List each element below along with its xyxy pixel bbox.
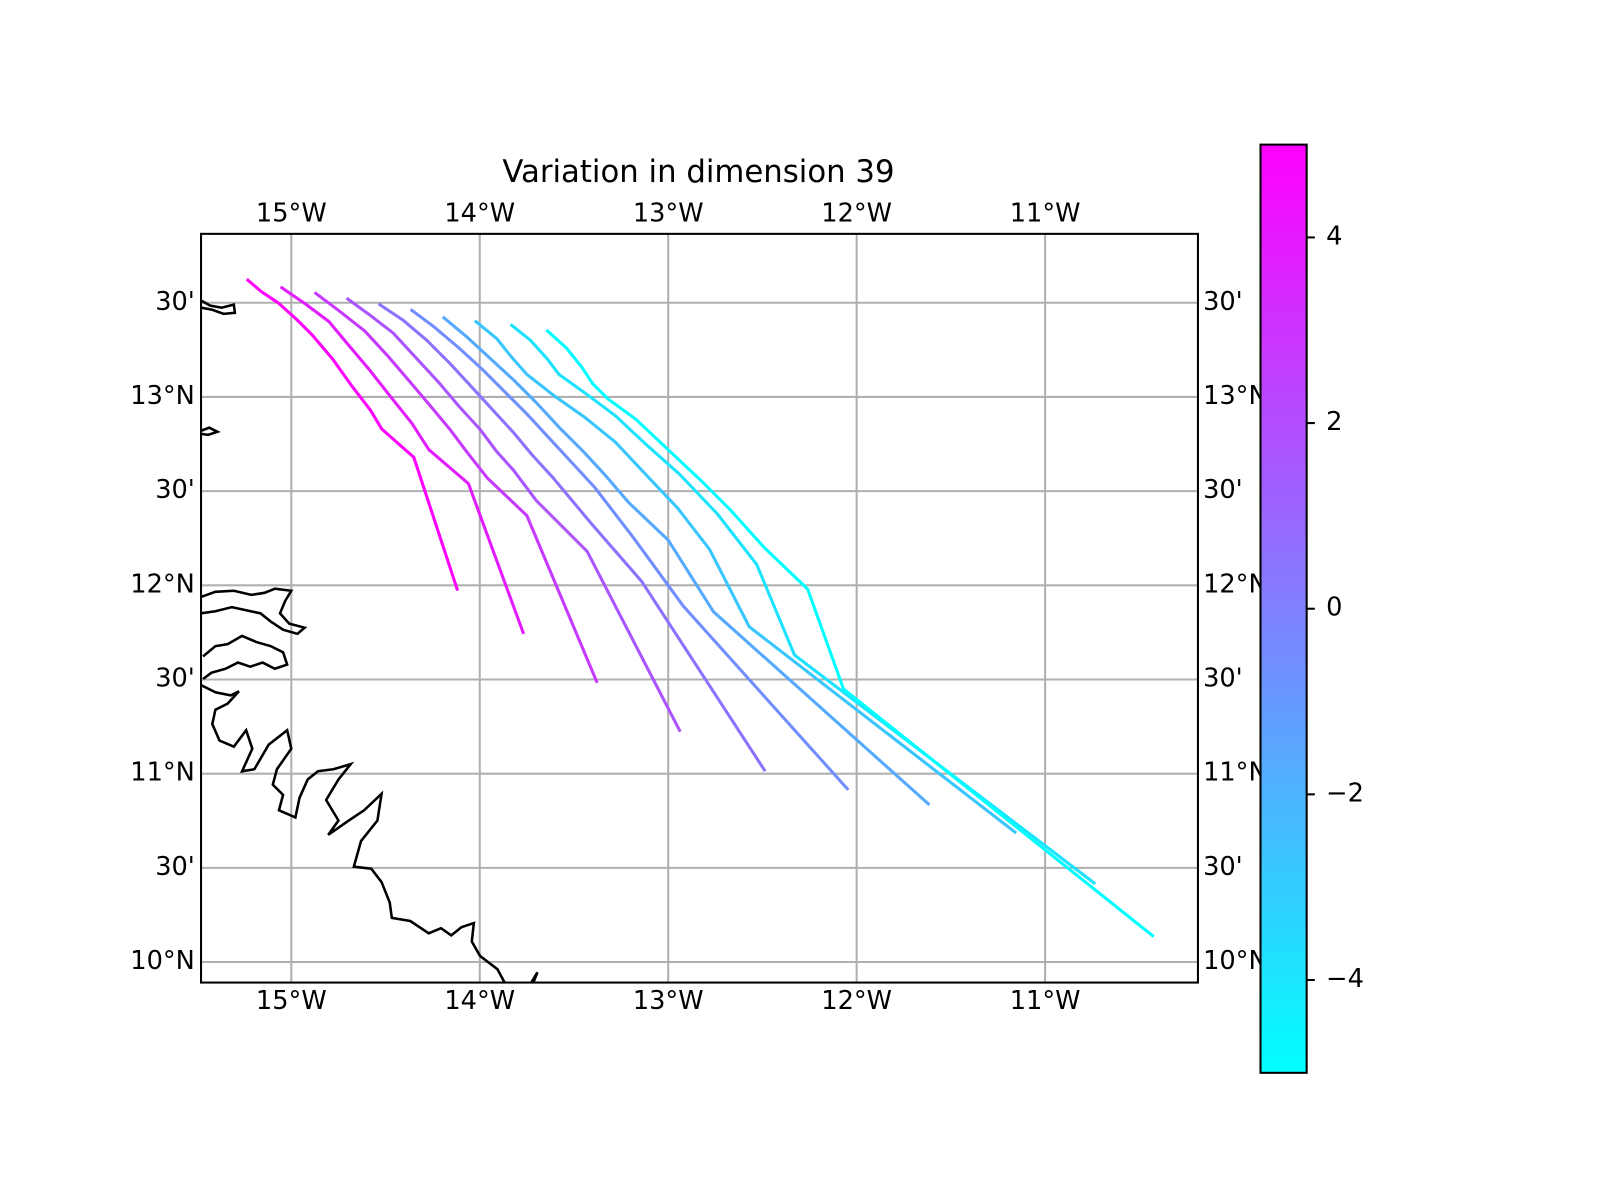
chart-title: Variation in dimension 39 [502,154,894,190]
coast-piece [201,683,506,983]
y-tick-label: 30' [155,663,195,693]
y-tick-label: 11°N [1203,758,1268,788]
y-tick-label: 12°N [1203,569,1268,599]
track-layer [245,278,1155,938]
track [545,328,1155,938]
track [441,315,931,806]
y-tick-label: 12°N [130,569,195,599]
x-tick-label: 15°W [256,986,327,1016]
colorbar-ticks: −4 −2 0 2 4 [1306,221,1364,994]
y-tick-label: 30' [155,475,195,505]
y-tick-label: 13°N [1203,381,1268,411]
track [245,278,460,592]
colorbar-tick-label: 0 [1326,593,1342,623]
map-frame [200,232,1199,984]
x-tick-label: 12°W [821,198,892,228]
coast-piece [202,634,289,680]
y-tick-label: 30' [1203,852,1243,882]
colorbar-tick-label: −2 [1326,778,1364,808]
y-tick-label: 30' [1203,287,1243,317]
y-tick-label: 10°N [130,946,195,976]
label-layer: 15°W 15°W 14°W 14°W 13°W 13°W 12°W 12°W 11°W 11°W… [130,198,1267,1016]
coastline [201,299,539,983]
x-tick-label: 15°W [256,198,327,228]
grid-layer [201,233,1198,983]
y-tick-label: 30' [1203,475,1243,505]
y-tick-label: 30' [155,852,195,882]
coast-piece [201,587,308,636]
coast-piece [530,971,539,983]
x-tick-label: 14°W [444,198,515,228]
x-tick-label: 13°W [633,198,704,228]
y-tick-label: 30' [1203,663,1243,693]
x-tick-label: 13°W [633,986,704,1016]
x-tick-label: 11°W [1010,198,1081,228]
colorbar-tick-label: −4 [1326,964,1364,994]
track [345,296,682,733]
colorbar-tick-label: 4 [1326,221,1342,251]
colorbar-tick-label: 2 [1326,407,1342,437]
track [473,319,1018,835]
y-tick-label: 13°N [130,381,195,411]
track [279,285,526,635]
x-tick-label: 12°W [821,986,892,1016]
track [377,302,767,773]
y-tick-label: 10°N [1203,946,1268,976]
track [313,291,599,684]
coast-piece [201,426,221,437]
y-tick-label: 11°N [130,758,195,788]
x-tick-label: 11°W [1010,986,1081,1016]
x-tick-label: 14°W [444,986,515,1016]
track [509,323,1097,886]
coast-piece [201,299,237,316]
colorbar [1259,143,1308,1074]
track [409,308,850,791]
y-tick-label: 30' [155,287,195,317]
